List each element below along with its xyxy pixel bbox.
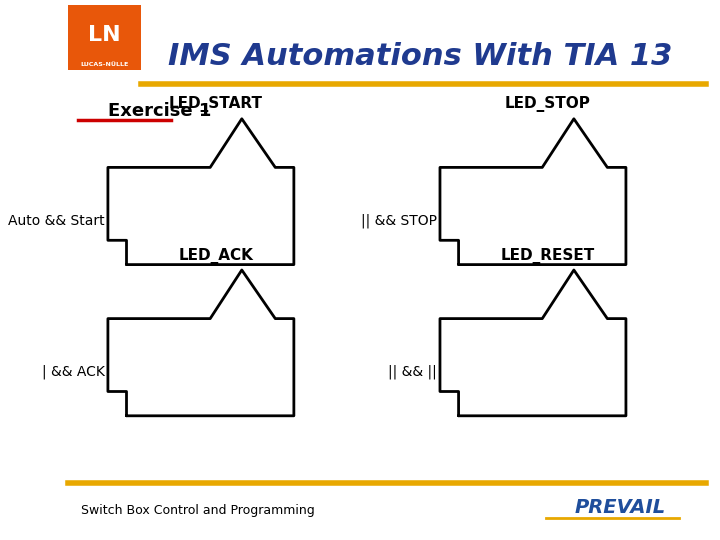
Text: LED_ACK: LED_ACK <box>179 247 253 264</box>
FancyBboxPatch shape <box>68 5 141 70</box>
Text: LUCAS-NÜLLE: LUCAS-NÜLLE <box>81 63 129 68</box>
Text: || && STOP: || && STOP <box>361 214 436 228</box>
Text: Switch Box Control and Programming: Switch Box Control and Programming <box>81 504 315 517</box>
Text: PREVAIL: PREVAIL <box>575 498 666 517</box>
Text: Exercise 1: Exercise 1 <box>108 102 211 120</box>
Text: LN: LN <box>89 24 121 45</box>
Text: | && ACK: | && ACK <box>42 365 104 379</box>
Text: LED_STOP: LED_STOP <box>505 96 591 112</box>
Text: IMS Automations With TIA 13: IMS Automations With TIA 13 <box>168 42 672 71</box>
Text: || && ||: || && || <box>388 365 436 379</box>
Text: LED_RESET: LED_RESET <box>500 247 595 264</box>
Text: Auto && Start: Auto && Start <box>8 214 104 228</box>
Text: LED_START: LED_START <box>168 96 263 112</box>
